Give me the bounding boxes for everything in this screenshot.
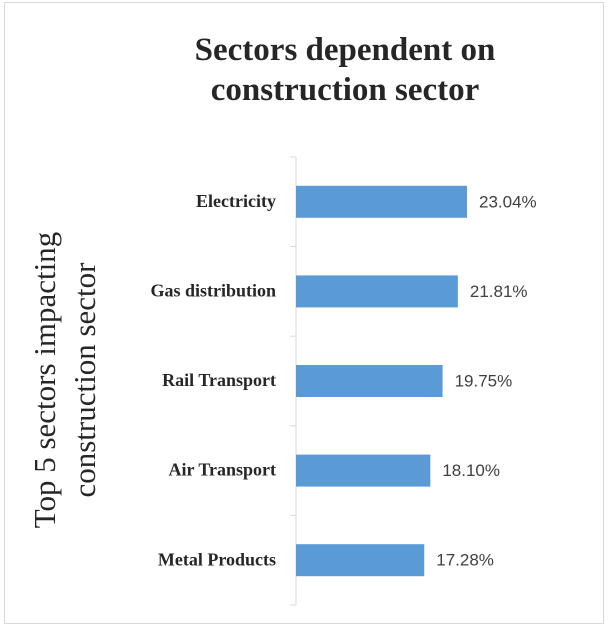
chart-title: Sectors dependent on construction sector (194, 32, 496, 108)
category-label: Gas distribution (150, 281, 276, 301)
data-label: 19.75% (455, 371, 513, 390)
bar (296, 454, 431, 487)
data-label: 17.28% (436, 551, 494, 570)
category-label: Metal Products (158, 549, 276, 569)
data-label: 23.04% (479, 192, 537, 211)
bar (296, 544, 425, 577)
chart-frame (4, 2, 604, 624)
bar (296, 275, 458, 308)
data-label: 21.81% (470, 282, 528, 301)
bar (296, 185, 467, 218)
category-label: Rail Transport (162, 370, 276, 390)
category-label: Electricity (196, 191, 276, 211)
category-label: Air Transport (168, 460, 276, 480)
data-label: 18.10% (442, 461, 500, 480)
bar (296, 365, 443, 397)
